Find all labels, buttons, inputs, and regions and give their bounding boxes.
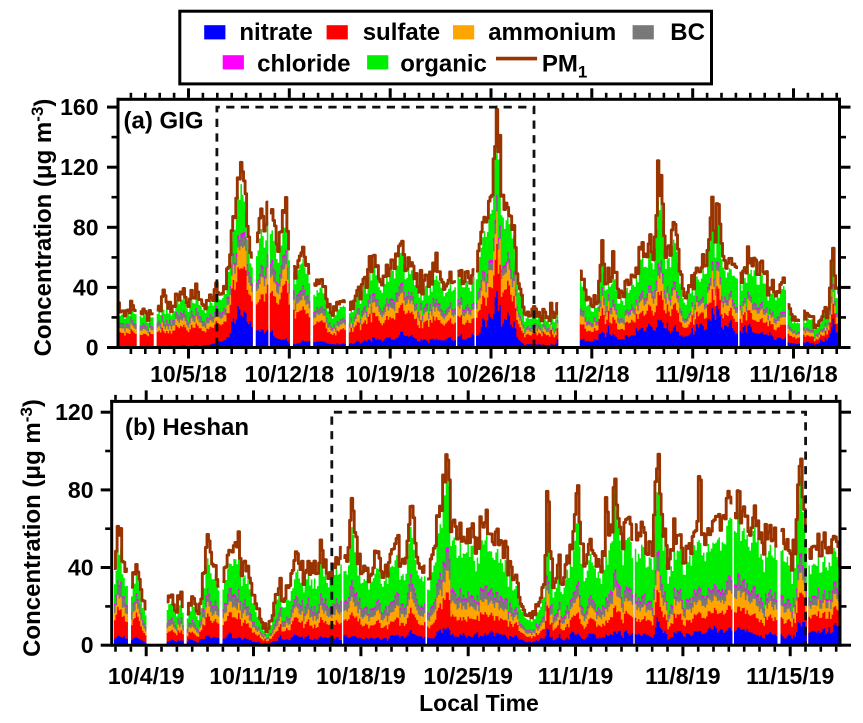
svg-text:BC: BC [670, 19, 705, 46]
svg-text:10/11/19: 10/11/19 [209, 663, 297, 689]
svg-text:sulfate: sulfate [363, 19, 440, 46]
svg-text:160: 160 [60, 94, 98, 120]
svg-text:chloride: chloride [257, 51, 350, 78]
svg-text:ammonium: ammonium [488, 19, 616, 46]
svg-text:11/8/19: 11/8/19 [645, 663, 720, 689]
svg-text:120: 120 [55, 399, 93, 425]
svg-text:(b) Heshan: (b) Heshan [125, 414, 249, 441]
svg-text:11/2/18: 11/2/18 [554, 361, 630, 387]
svg-text:0: 0 [81, 632, 94, 658]
svg-text:10/18/19: 10/18/19 [316, 663, 406, 689]
svg-text:10/26/18: 10/26/18 [446, 361, 536, 387]
svg-text:120: 120 [60, 154, 98, 180]
svg-text:40: 40 [73, 274, 99, 300]
svg-text:Concentration (μg m-3): Concentration (μg m-3) [28, 99, 57, 357]
svg-text:11/9/18: 11/9/18 [655, 361, 731, 387]
svg-text:0: 0 [86, 335, 99, 361]
svg-text:nitrate: nitrate [239, 19, 312, 46]
svg-text:Local Time: Local Time [419, 690, 539, 716]
svg-text:11/1/19: 11/1/19 [538, 663, 613, 689]
svg-text:PM1: PM1 [542, 51, 587, 82]
svg-text:11/15/19: 11/15/19 [746, 663, 834, 689]
svg-text:40: 40 [68, 555, 94, 581]
svg-text:80: 80 [73, 214, 99, 240]
svg-text:10/12/18: 10/12/18 [245, 361, 335, 387]
svg-text:10/25/19: 10/25/19 [423, 663, 513, 689]
svg-text:11/16/18: 11/16/18 [749, 361, 837, 387]
svg-text:10/19/18: 10/19/18 [345, 361, 435, 387]
svg-text:organic: organic [400, 51, 487, 78]
svg-text:80: 80 [68, 477, 94, 503]
svg-text:10/4/19: 10/4/19 [108, 663, 185, 689]
svg-text:10/5/18: 10/5/18 [150, 361, 227, 387]
svg-text:Concentration (μg m-3): Concentration (μg m-3) [17, 399, 46, 657]
svg-text:(a) GIG: (a) GIG [124, 108, 204, 135]
